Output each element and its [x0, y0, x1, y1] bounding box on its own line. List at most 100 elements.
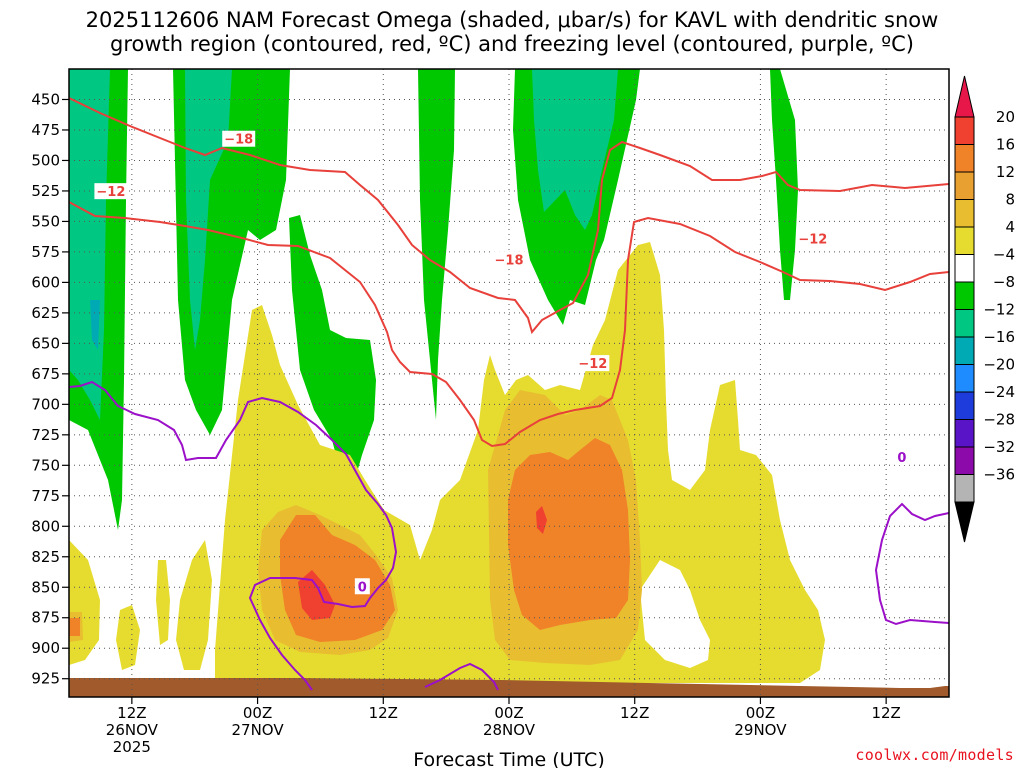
- y-axis-pressure: 450 475 500 525 550 575 600 625 650 675 700 725 750 7…: [31, 90, 69, 688]
- y-tick-label: 775: [31, 487, 60, 505]
- omega-positive-shading: [69, 242, 825, 683]
- colorbar-bin: [954, 336, 975, 365]
- colorbar-bin: [954, 144, 975, 173]
- contour-label: −12: [96, 185, 125, 200]
- x-tick-label-time: 00Z: [494, 704, 523, 722]
- y-tick-label: 525: [31, 182, 60, 200]
- y-tick-label: 875: [31, 609, 60, 627]
- y-tick-label: 500: [31, 151, 60, 169]
- y-tick-label: 850: [31, 578, 60, 596]
- contour-label-bg: [894, 448, 910, 465]
- omega-shade-white-gap: [640, 560, 710, 668]
- x-tick-label-time: 12Z: [117, 704, 146, 722]
- y-tick-label: 800: [31, 517, 60, 535]
- contour-label: −12: [798, 233, 827, 248]
- chart-title-line-1: 2025112606 NAM Forecast Omega (shaded, μ…: [85, 8, 939, 32]
- colorbar-bin: [954, 391, 975, 420]
- colorbar-label: 12: [996, 163, 1015, 181]
- colorbar-label: 8: [1005, 191, 1015, 209]
- colorbar-label: 4: [1005, 218, 1015, 236]
- omega-negative-shading: [69, 69, 798, 530]
- contour-label-bg: [354, 578, 370, 595]
- y-tick-label: 575: [31, 243, 60, 261]
- y-tick-label: 900: [31, 639, 60, 657]
- x-tick-label-year: 2025: [113, 738, 151, 756]
- omega-shade-orange: [69, 618, 80, 636]
- colorbar-bin: [954, 474, 975, 503]
- isotherm-minus18: [69, 97, 949, 335]
- colorbar-bottom-arrow: [954, 501, 975, 543]
- colorbar-label: −28: [983, 411, 1015, 429]
- y-tick-label: 825: [31, 548, 60, 566]
- colorbar-label: −20: [983, 356, 1015, 374]
- omega-shade-green: [289, 215, 376, 490]
- x-tick-label-time: 12Z: [871, 704, 900, 722]
- plot-area: [69, 69, 949, 697]
- y-tick-label: 675: [31, 365, 60, 383]
- omega-shade-teal: [185, 69, 232, 350]
- isotherm-0-mid: [424, 662, 499, 691]
- y-tick-label: 650: [31, 334, 60, 352]
- colorbar-legend: 20 16 12 8 4 −4 −8 −12 −16 −20 −24 −28 −32 −36: [954, 75, 1015, 543]
- contour-label: 0: [358, 580, 367, 595]
- colorbar-bin: [954, 281, 975, 310]
- contour-labels: −18 −12 −18 −12 −12 0 0: [94, 130, 910, 595]
- contour-label-bg: [94, 183, 128, 200]
- contour-label: −18: [495, 253, 524, 268]
- omega-shade-yellow: [156, 560, 170, 645]
- x-tick-label-date: 28NOV: [483, 721, 536, 739]
- y-tick-label: 700: [31, 395, 60, 413]
- colorbar-bin: [954, 419, 975, 448]
- omega-shade-teal: [69, 69, 110, 420]
- colorbar-bin: [954, 226, 975, 255]
- x-tick-label-time: 00Z: [243, 704, 272, 722]
- x-tick-label-date: 26NOV: [106, 721, 159, 739]
- dgz-isotherms: [69, 97, 949, 448]
- colorbar-label: −12: [983, 301, 1015, 319]
- colorbar-label: 20: [996, 108, 1015, 126]
- omega-shade-yellow: [116, 605, 140, 670]
- omega-shade-red: [536, 506, 547, 534]
- terrain-ground: [69, 678, 949, 697]
- contour-label-bg: [796, 230, 830, 247]
- colorbar-bin: [954, 171, 975, 200]
- credit-text: coolwx.com/models: [855, 746, 1014, 764]
- omega-shade-red: [298, 570, 335, 620]
- contour-label: −12: [578, 357, 607, 372]
- omega-shade-yellow: [176, 540, 212, 670]
- y-tick-label: 475: [31, 121, 60, 139]
- colorbar-label: −32: [983, 438, 1015, 456]
- y-tick-label: 450: [31, 90, 60, 108]
- contour-label: 0: [897, 451, 906, 466]
- contour-label-bg: [222, 130, 256, 147]
- y-tick-label: 625: [31, 304, 60, 322]
- x-tick-label-time: 00Z: [746, 704, 775, 722]
- colorbar-label: −24: [983, 383, 1015, 401]
- omega-shade-green: [770, 69, 798, 300]
- colorbar-label: −8: [993, 273, 1015, 291]
- colorbar-label: 16: [996, 136, 1015, 154]
- colorbar-bin: [954, 116, 975, 145]
- y-tick-label: 750: [31, 456, 60, 474]
- x-tick-label-date: 29NOV: [734, 721, 787, 739]
- y-tick-label: 600: [31, 273, 60, 291]
- y-tick-label: 925: [31, 670, 60, 688]
- omega-shade-teal: [532, 69, 618, 230]
- x-tick-label-time: 12Z: [369, 704, 398, 722]
- contour-label-bg: [492, 251, 526, 268]
- omega-shade-orange: [508, 438, 630, 630]
- colorbar-label: −4: [993, 246, 1015, 264]
- x-tick-label-date: 27NOV: [232, 721, 285, 739]
- colorbar-bin: [954, 199, 975, 228]
- colorbar-bin: [954, 254, 975, 283]
- isotherm-0-left: [69, 380, 398, 691]
- y-tick-label: 725: [31, 426, 60, 444]
- y-tick-label: 550: [31, 212, 60, 230]
- isotherm-minus12: [69, 201, 949, 448]
- contour-label-bg: [576, 355, 610, 372]
- colorbar-label: −36: [983, 466, 1015, 484]
- colorbar-bin: [954, 309, 975, 338]
- contour-label: −18: [224, 133, 253, 148]
- x-tick-label-time: 12Z: [620, 704, 649, 722]
